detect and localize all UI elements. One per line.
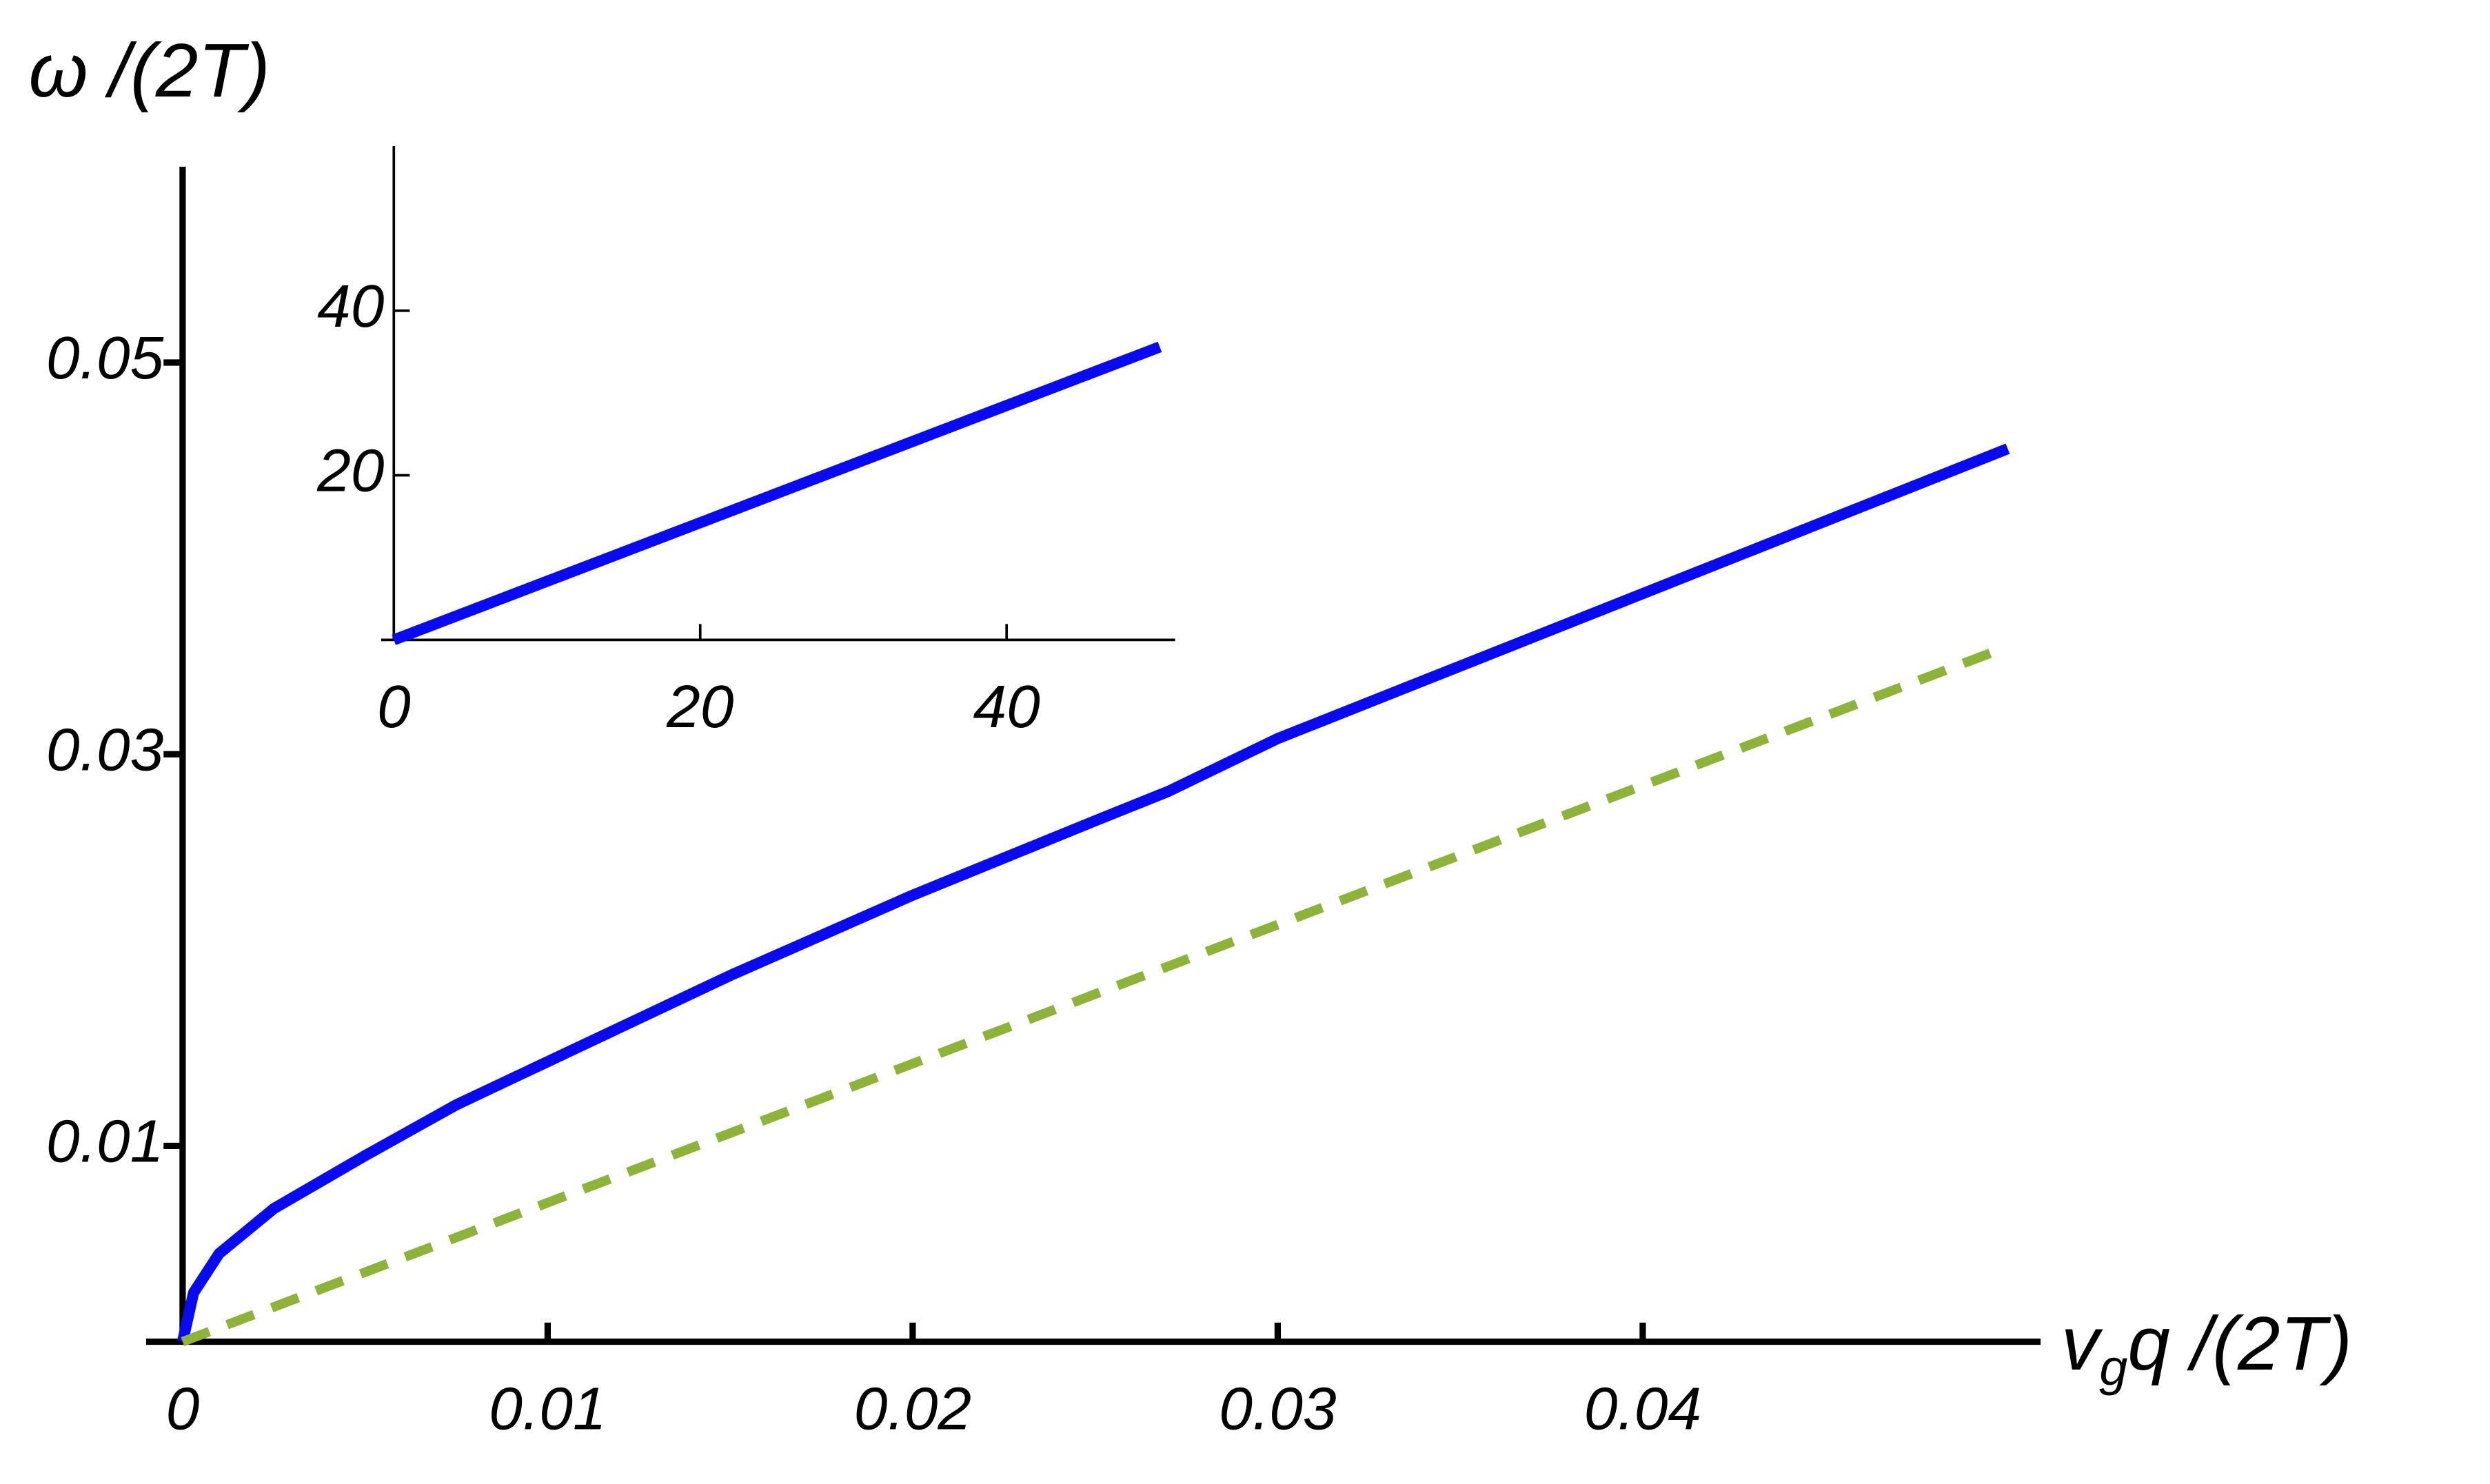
- y-tick-label: 0.01: [46, 1108, 163, 1175]
- x-tick-label: 0.02: [854, 1374, 971, 1442]
- y-tick-label: 40: [317, 272, 384, 340]
- data-line: [392, 341, 1162, 645]
- y-tick-label: 0.03: [46, 715, 163, 783]
- x-axis-label-part: q /(2T): [2127, 1301, 2352, 1386]
- x-tick-label: 40: [973, 673, 1040, 740]
- y-axis-label: ω /(2T): [28, 28, 270, 113]
- x-tick-label: 20: [666, 673, 733, 740]
- data-line: [181, 642, 2010, 1347]
- x-axis-label-part: v: [2061, 1301, 2103, 1386]
- x-tick-label: 0.01: [489, 1374, 606, 1442]
- x-tick-label: 0: [166, 1374, 200, 1442]
- x-tick-label: 0: [377, 673, 411, 740]
- x-tick-label: 0.03: [1219, 1374, 1336, 1442]
- y-tick-label: 20: [316, 437, 384, 505]
- x-tick-label: 0.04: [1584, 1374, 1701, 1442]
- x-axis-label-subscript: g: [2099, 1339, 2127, 1396]
- data-line: [177, 443, 2010, 1343]
- x-axis-label: vgq /(2T): [2061, 1301, 2352, 1396]
- y-tick-label: 0.05: [46, 324, 164, 392]
